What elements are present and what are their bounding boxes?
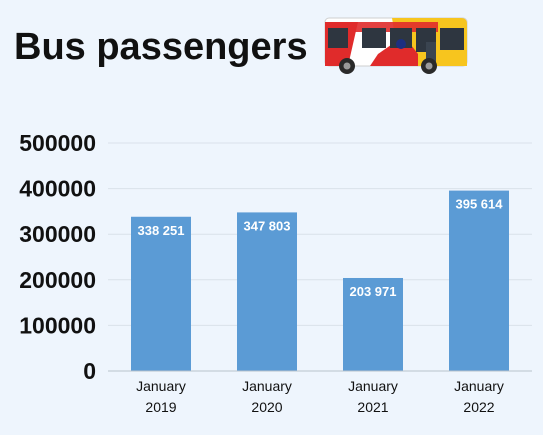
bus-icon (324, 17, 468, 74)
bar (449, 190, 509, 371)
bar-value-label: 338 251 (138, 223, 185, 238)
x-tick-label: January (454, 378, 504, 394)
y-tick-label: 100000 (19, 312, 96, 338)
x-tick-label: 2021 (357, 399, 388, 415)
y-tick-label: 200000 (19, 267, 96, 293)
bar-value-label: 203 971 (350, 284, 397, 299)
bar-value-label: 347 803 (244, 218, 291, 233)
y-tick-label: 300000 (19, 221, 96, 247)
y-tick-label: 0 (83, 358, 96, 384)
chart-title: Bus passengers (14, 26, 308, 68)
bar-value-label: 395 614 (456, 197, 504, 212)
bar (131, 216, 191, 371)
x-tick-label: January (136, 378, 186, 394)
x-tick-label: 2022 (463, 399, 494, 415)
x-tick-label: January (348, 378, 398, 394)
x-tick-label: 2019 (145, 399, 176, 415)
y-tick-label: 400000 (19, 176, 96, 202)
bar (237, 212, 297, 371)
x-tick-label: 2020 (251, 399, 282, 415)
bar (343, 277, 403, 371)
y-tick-label: 500000 (19, 130, 96, 156)
x-tick-label: January (242, 378, 292, 394)
